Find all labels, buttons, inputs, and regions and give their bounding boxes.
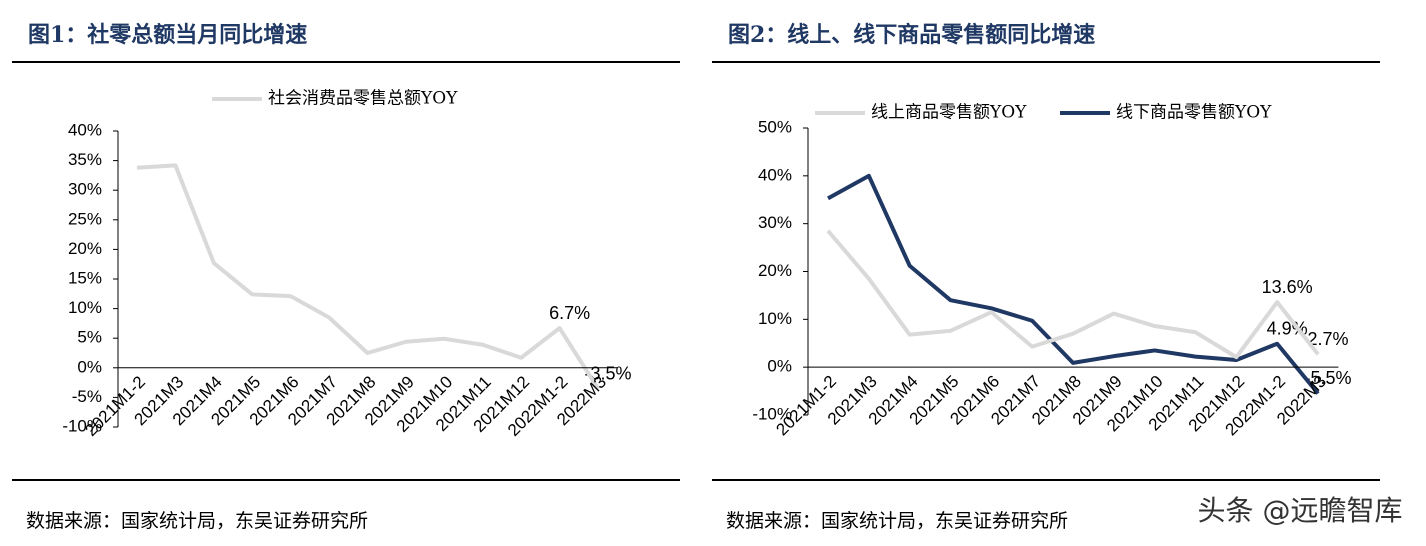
value-label: 6.7%: [549, 303, 590, 323]
y-tick-label: 40%: [758, 165, 792, 184]
y-tick-label: 20%: [758, 261, 792, 280]
y-tick-label: 10%: [68, 298, 102, 317]
source: 数据来源：国家统计局，东吴证券研究所: [726, 510, 1068, 532]
legend-label: 线下商品零售额YOY: [1116, 103, 1272, 123]
chart-title: 图2：线上、线下商品零售额同比增速: [728, 22, 1095, 48]
y-tick-label: 25%: [68, 209, 102, 228]
line: [827, 173, 1320, 395]
value-label: -5.5%: [1304, 368, 1351, 388]
value-label: 4.9%: [1267, 318, 1308, 338]
chart-title: 图1：社零总额当月同比增速: [28, 22, 307, 48]
value-label: 13.6%: [1262, 277, 1313, 297]
y-tick-label: 40%: [68, 120, 102, 139]
y-tick-label: 50%: [758, 117, 792, 136]
source: 数据来源：国家统计局，东吴证券研究所: [26, 510, 368, 532]
watermark: 头条 @远瞻智库: [1198, 494, 1403, 527]
y-tick-label: 5%: [77, 328, 102, 347]
line: [136, 163, 600, 390]
y-tick-label: 0%: [77, 357, 102, 376]
y-tick-label: 20%: [68, 239, 102, 258]
y-tick-label: 30%: [758, 213, 792, 232]
legend-label: 线上商品零售额YOY: [871, 103, 1027, 123]
value-label: 2.7%: [1307, 329, 1348, 349]
y-tick-label: 15%: [68, 268, 102, 287]
y-tick-label: -5%: [72, 387, 102, 406]
y-tick-label: -10%: [752, 404, 792, 423]
y-tick-label: -10%: [62, 416, 102, 435]
y-tick-label: 10%: [758, 309, 792, 328]
line: [826, 229, 1320, 360]
y-tick-label: 35%: [68, 150, 102, 169]
legend-label: 社会消费品零售总额YOY: [268, 89, 458, 109]
y-tick-label: 0%: [767, 357, 792, 376]
y-tick-label: 30%: [68, 180, 102, 199]
